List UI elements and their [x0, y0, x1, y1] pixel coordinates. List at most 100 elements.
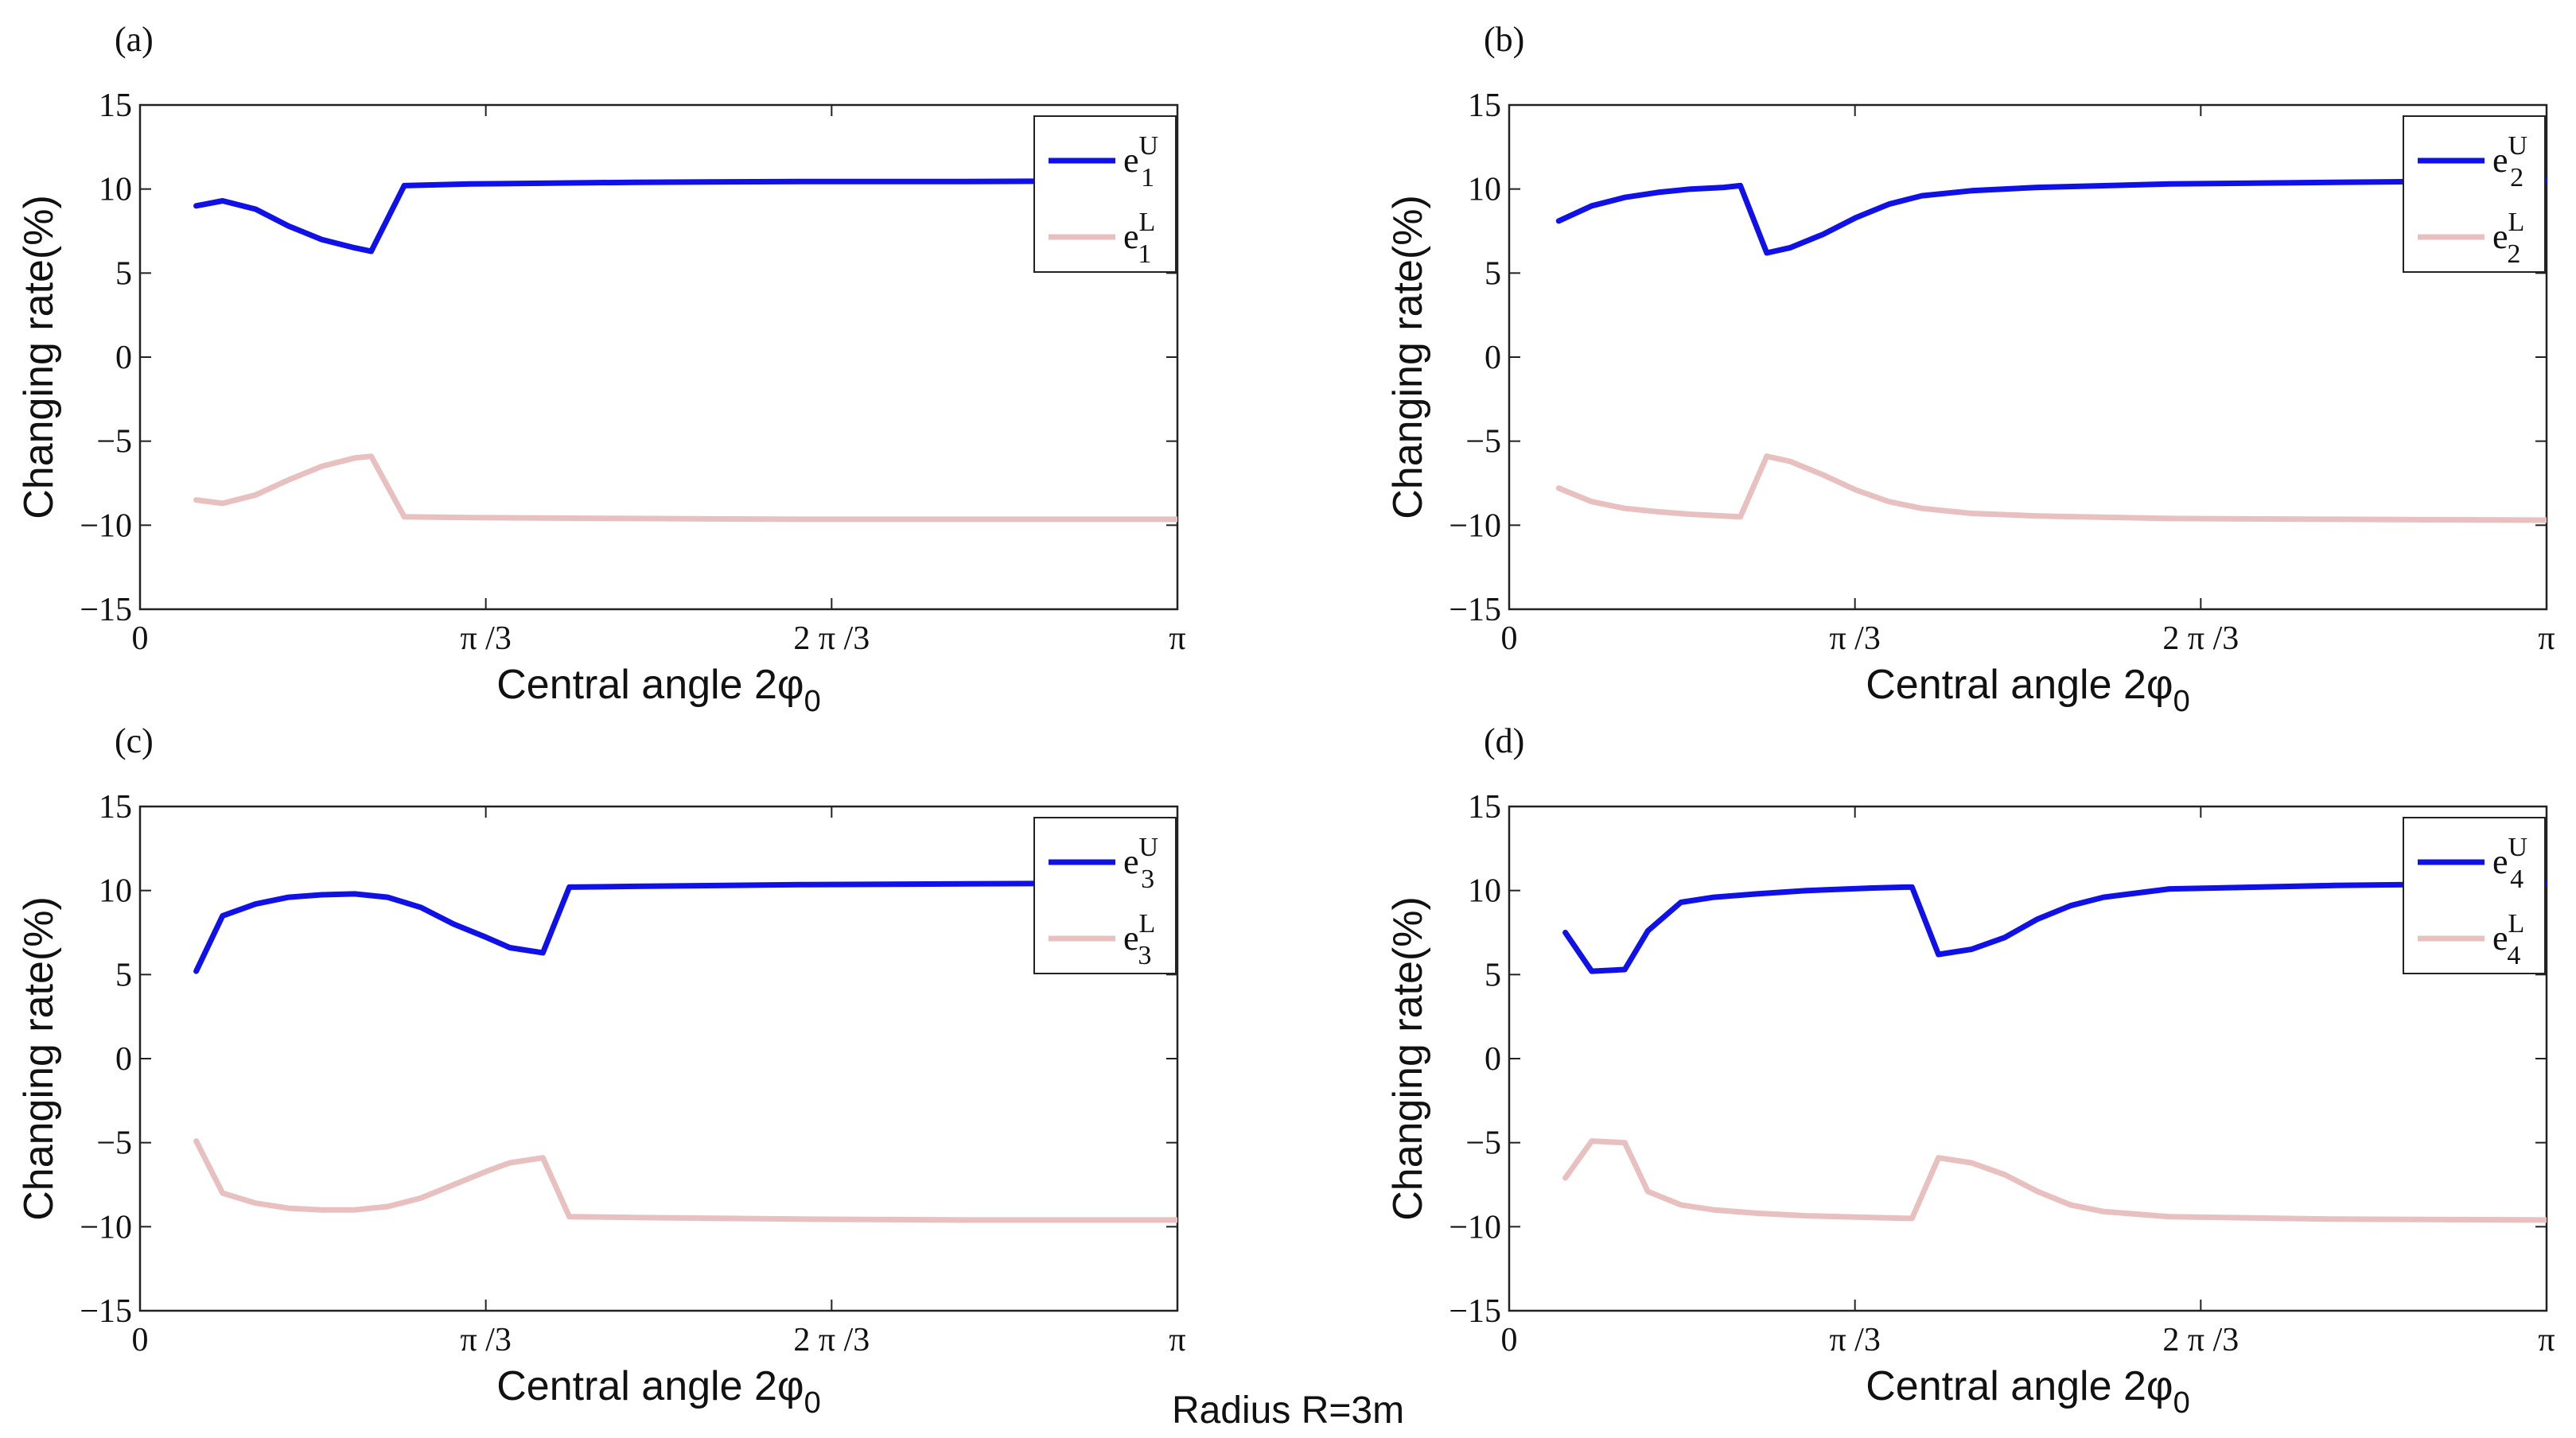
legend-box: [2403, 115, 2546, 273]
y-tick-label: 10: [1468, 172, 1501, 208]
y-tick-label: 0: [1485, 340, 1501, 376]
legend-entry-name: e: [2492, 217, 2508, 256]
y-tick-label: −5: [96, 1125, 132, 1162]
legend: eU 4eL 4: [2403, 817, 2546, 974]
x-axis-label: Central angle 2φ0: [496, 662, 821, 718]
series-line-u3: [193, 880, 1177, 974]
legend-entry: eU 4: [2492, 833, 2527, 894]
y-tick-label: 5: [1485, 957, 1501, 993]
x-tick-label: π: [2538, 1322, 2555, 1358]
y-axis-label: Changing rate(%): [1385, 195, 1431, 519]
legend-entry-sup: U: [1139, 833, 1159, 862]
legend-box: [2403, 817, 2546, 974]
legend-entry: eL 1: [1123, 208, 1155, 269]
series-line-l1: [193, 453, 1177, 523]
series-line-l4: [1562, 1138, 2547, 1223]
legend-entry-sub: 4: [2510, 865, 2523, 894]
y-tick-label: −15: [80, 1293, 132, 1330]
legend-entry-sup: L: [2508, 909, 2525, 939]
x-axis-label-subscript: 0: [2173, 685, 2190, 718]
legend-entry-name: e: [1123, 217, 1139, 256]
y-tick-label: −15: [80, 592, 132, 628]
x-tick-label: 0: [132, 620, 149, 657]
legend-entry-sub: 2: [2507, 239, 2520, 269]
x-axis-label-subscript: 0: [2173, 1386, 2190, 1420]
y-axis-label: Changing rate(%): [1385, 896, 1431, 1221]
y-tick-label: 15: [99, 789, 132, 826]
y-tick-label: 10: [99, 873, 132, 910]
legend: eU 3eL 3: [1033, 817, 1177, 974]
legend-entry-name: e: [2492, 842, 2508, 881]
panel-label: (b): [1484, 20, 1524, 59]
y-tick-label: 0: [115, 1041, 132, 1078]
x-axis-label-main: Central angle 2φ: [496, 662, 804, 708]
legend-entry-name: e: [2492, 141, 2508, 180]
panel-label: (c): [115, 721, 154, 760]
y-tick-label: 15: [99, 87, 132, 124]
x-tick-label: π: [2538, 620, 2555, 657]
y-tick-label: 10: [1468, 873, 1501, 910]
legend-entry-name: e: [2492, 919, 2508, 958]
y-tick-label: −5: [1465, 424, 1501, 461]
y-tick-label: 5: [1485, 255, 1501, 292]
y-tick-label: 0: [115, 340, 132, 376]
y-tick-label: −15: [1449, 1293, 1501, 1330]
legend-entry-sub: 3: [1138, 941, 1151, 970]
series-line-u2: [1555, 177, 2547, 256]
y-tick-label: 0: [1485, 1041, 1501, 1078]
x-axis-label-main: Central angle 2φ: [1866, 1363, 2173, 1409]
legend-entry-name: e: [1123, 141, 1139, 180]
x-axis-label-main: Central angle 2φ: [496, 1363, 804, 1409]
legend-entry-sup: U: [2508, 131, 2528, 161]
legend-entry-sup: U: [1139, 131, 1159, 161]
series-line-u4: [1562, 880, 2547, 974]
x-tick-label: 2 π /3: [2162, 1322, 2239, 1358]
series-line-u1: [193, 177, 1177, 255]
x-axis-label: Central angle 2φ0: [496, 1363, 821, 1420]
y-tick-label: −10: [80, 1209, 132, 1246]
legend-entry: eL 3: [1123, 909, 1155, 970]
legend-entry-sub: 2: [2510, 163, 2523, 192]
legend: eU 2eL 2: [2403, 115, 2546, 273]
x-tick-label: 2 π /3: [793, 620, 870, 657]
legend-entry-sub: 4: [2507, 941, 2520, 970]
y-tick-label: 15: [1468, 87, 1501, 124]
legend-entry-sup: L: [1139, 208, 1156, 237]
y-axis-label: Changing rate(%): [16, 195, 62, 519]
legend-entry-sup: L: [1139, 909, 1156, 939]
y-tick-label: 10: [99, 172, 132, 208]
series-line-l2: [1555, 453, 2547, 523]
legend-box: [1033, 115, 1177, 273]
figure-footer: Radius R=3m: [1172, 1389, 1404, 1432]
x-tick-label: 0: [1501, 1322, 1518, 1358]
legend-entry-sub: 3: [1141, 865, 1154, 894]
panel-label: (d): [1484, 721, 1524, 760]
legend-entry: eL 2: [2492, 208, 2524, 269]
x-axis-label-main: Central angle 2φ: [1866, 662, 2173, 708]
legend-entry: eU 2: [2492, 131, 2527, 192]
y-tick-label: −5: [1465, 1125, 1501, 1162]
legend-entry: eU 1: [1123, 131, 1158, 192]
legend-entry-sub: 1: [1141, 163, 1154, 192]
x-tick-label: 2 π /3: [2162, 620, 2239, 657]
y-tick-label: 5: [115, 255, 132, 292]
legend-entry-sup: L: [2508, 208, 2525, 237]
y-tick-label: −10: [1449, 507, 1501, 544]
x-tick-label: π /3: [1829, 620, 1880, 657]
x-axis-label: Central angle 2φ0: [1866, 1363, 2190, 1420]
x-tick-label: π /3: [460, 620, 511, 657]
y-tick-label: −5: [96, 424, 132, 461]
legend-entry-sup: U: [2508, 833, 2528, 862]
y-axis-label: Changing rate(%): [16, 896, 62, 1221]
x-tick-label: π: [1169, 620, 1185, 657]
x-tick-label: 0: [1501, 620, 1518, 657]
x-tick-label: π /3: [460, 1322, 511, 1358]
x-axis-label: Central angle 2φ0: [1866, 662, 2190, 718]
x-axis-label-subscript: 0: [804, 1386, 821, 1420]
legend: eU 1eL 1: [1033, 115, 1177, 273]
y-tick-label: −10: [80, 507, 132, 544]
